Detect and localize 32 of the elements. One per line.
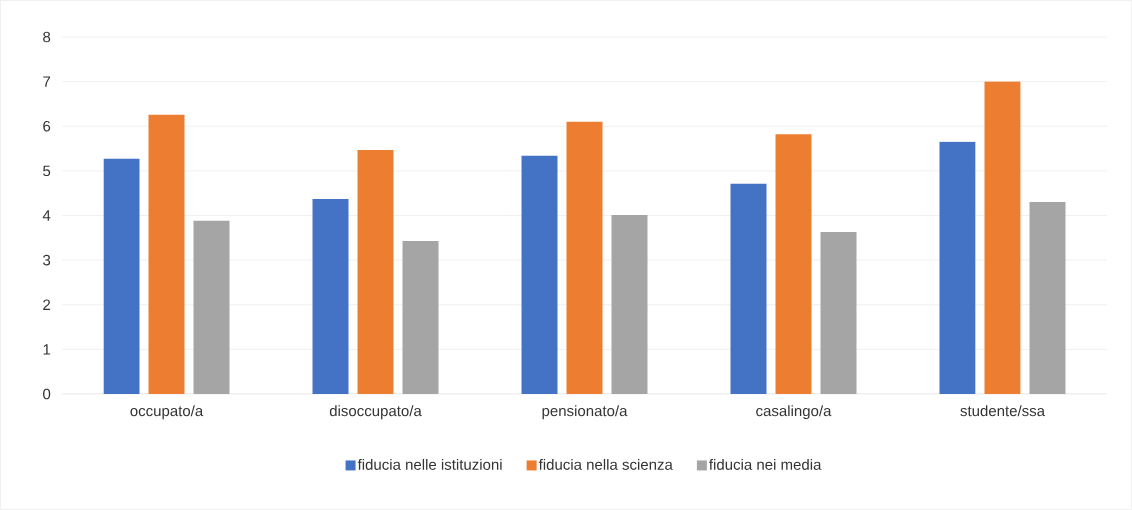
x-tick-label: pensionato/a — [542, 405, 628, 420]
x-tick-label: occupato/a — [130, 405, 204, 420]
bar — [984, 81, 1021, 394]
legend-label: fiducia nei media — [709, 458, 822, 470]
bar — [193, 220, 230, 394]
bar — [402, 240, 439, 394]
bar — [103, 158, 140, 394]
bar — [312, 198, 349, 394]
x-tick-label: studente/ssa — [960, 405, 1046, 417]
bar — [939, 141, 976, 394]
bar — [611, 215, 648, 394]
y-tick-label: 7 — [43, 76, 51, 87]
bar — [730, 183, 767, 394]
y-tick-label: 5 — [43, 165, 51, 177]
bar — [775, 134, 812, 394]
y-tick-label: 3 — [43, 254, 51, 266]
bar — [820, 232, 857, 394]
y-tick-label: 4 — [42, 210, 51, 221]
x-tick-label: disoccupato/a — [329, 405, 422, 420]
x-tick-label: casalingo/a — [756, 405, 832, 420]
bar — [357, 149, 394, 394]
bar — [1029, 202, 1066, 394]
legend-label: fiducia nella scienza — [538, 458, 673, 470]
bar — [566, 121, 603, 394]
y-tick-label: 0 — [43, 388, 51, 400]
y-tick-label: 2 — [43, 299, 51, 310]
bar — [521, 155, 558, 394]
y-tick-label: 6 — [43, 120, 51, 132]
y-tick-label: 1 — [43, 344, 51, 355]
bar — [148, 114, 185, 394]
legend-label: fiducia nelle istituzioni — [357, 458, 502, 470]
y-tick-label: 8 — [43, 31, 51, 43]
